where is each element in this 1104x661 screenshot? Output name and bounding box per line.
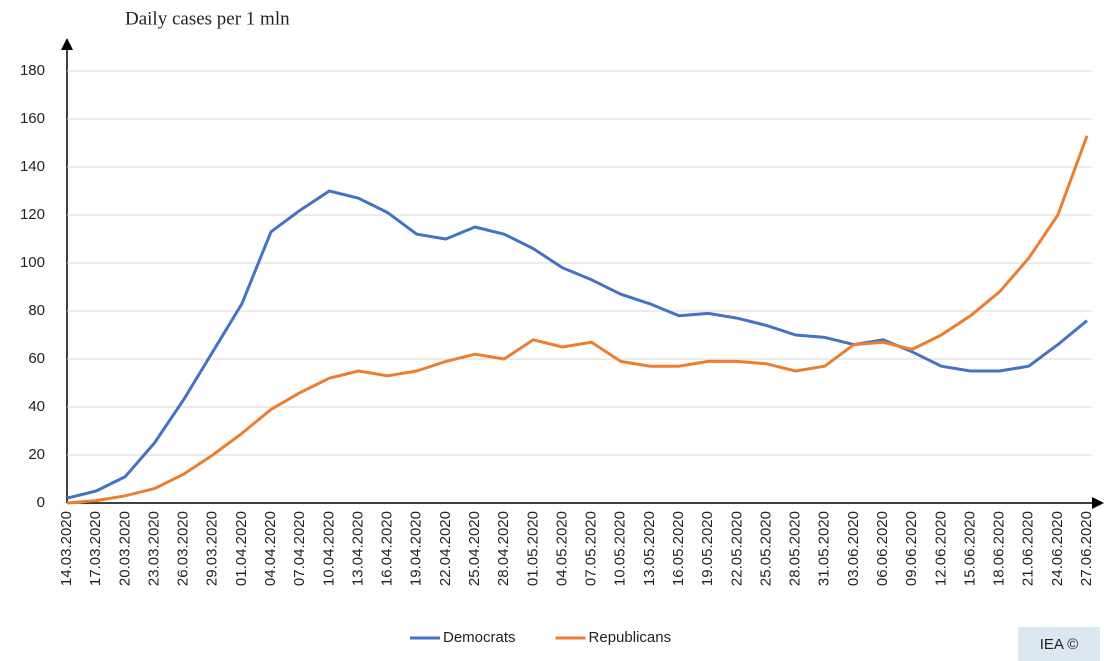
x-axis-arrow [1092, 497, 1104, 509]
y-tick-label: 80 [28, 302, 45, 319]
source-box [1018, 627, 1100, 661]
x-tick-label: 16.04.2020 [379, 511, 396, 586]
line [66, 135, 1089, 505]
y-axis-arrow [61, 38, 73, 50]
y-tick-label: 60 [28, 350, 45, 367]
x-tick-label: 20.03.2020 [116, 511, 133, 586]
x-tick-label: 16.05.2020 [670, 511, 687, 586]
y-tick-label: 0 [37, 494, 45, 511]
x-tick-label: 22.05.2020 [728, 511, 745, 586]
x-tick-label: 12.06.2020 [932, 511, 949, 586]
x-tick-label: 06.06.2020 [874, 511, 891, 586]
x-tick-label: 25.04.2020 [466, 511, 483, 586]
x-tick-label: 23.03.2020 [145, 511, 162, 586]
x-tick-label: 19.04.2020 [408, 511, 425, 586]
x-tick-label: 22.04.2020 [437, 511, 454, 586]
y-tick-label: 180 [20, 62, 45, 79]
legend-label: Democrats [443, 629, 516, 646]
x-tick-label: 07.04.2020 [291, 511, 308, 586]
y-tick-label: 20 [28, 446, 45, 463]
x-tick-label: 14.03.2020 [58, 511, 75, 586]
x-tick-label: 26.03.2020 [175, 511, 192, 586]
y-tick-label: 140 [20, 158, 45, 175]
y-tick-label: 160 [20, 110, 45, 127]
x-tick-label: 10.05.2020 [612, 511, 629, 586]
x-tick-label: 28.05.2020 [787, 511, 804, 586]
x-tick-label: 28.04.2020 [495, 511, 512, 586]
source: IEA © [1040, 636, 1079, 653]
y-tick-label: 40 [28, 398, 45, 415]
x-tick-label: 03.06.2020 [845, 511, 862, 586]
x-tick-label: 01.05.2020 [524, 511, 541, 586]
x-tick-label: 29.03.2020 [204, 511, 221, 586]
x-tick-label: 24.06.2020 [1049, 511, 1066, 586]
x-tick-label: 25.05.2020 [757, 511, 774, 586]
x-tick-label: 17.03.2020 [87, 511, 104, 586]
x-tick-label: 04.05.2020 [553, 511, 570, 586]
x-tick-label: 13.04.2020 [349, 511, 366, 586]
chart-title: Daily cases per 1 mln [125, 8, 290, 29]
x-tick-label: 10.04.2020 [320, 511, 337, 586]
x-tick-label: 15.06.2020 [961, 511, 978, 586]
line [66, 189, 1088, 500]
x-tick-label: 04.04.2020 [262, 511, 279, 586]
y-tick-label: 120 [20, 206, 45, 223]
x-tick-label: 07.05.2020 [583, 511, 600, 586]
x-tick-label: 01.04.2020 [233, 511, 250, 586]
x-tick-label: 27.06.2020 [1078, 511, 1095, 586]
x-tick-label: 21.06.2020 [1020, 511, 1037, 586]
x-tick-label: 18.06.2020 [991, 511, 1008, 586]
x-tick-label: 31.05.2020 [816, 511, 833, 586]
x-tick-label: 13.05.2020 [641, 511, 658, 586]
legend-label: Republicans [589, 629, 672, 646]
y-tick-label: 100 [20, 254, 45, 271]
x-tick-label: 09.06.2020 [903, 511, 920, 586]
x-tick-label: 19.05.2020 [699, 511, 716, 586]
